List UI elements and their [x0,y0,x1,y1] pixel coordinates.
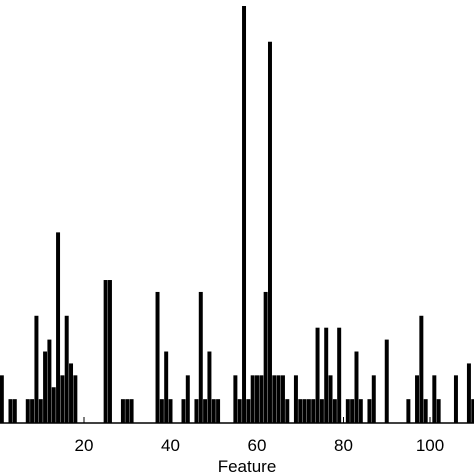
x-tick-label-60: 60 [248,436,267,455]
bar-feature-14 [56,232,61,423]
bar-feature-38 [159,399,164,423]
bar-feature-67 [285,399,290,423]
bar-feature-11 [43,351,48,423]
bar-feature-46 [194,399,199,423]
bar-feature-8 [30,399,35,423]
bar-feature-58 [246,399,251,423]
bar-feature-40 [168,399,173,423]
bar-feature-30 [125,399,130,423]
bar-feature-90 [384,339,389,423]
bar-feature-17 [69,363,74,423]
bar-feature-25 [103,280,108,423]
bar-feature-84 [358,399,363,423]
bar-feature-59 [250,375,255,423]
bar-feature-31 [129,399,134,423]
bar-feature-95 [406,399,411,423]
bar-feature-64 [272,375,277,423]
x-tick-label-40: 40 [161,436,180,455]
x-tick-label-20: 20 [75,436,94,455]
bar-feature-7 [25,399,30,423]
bar-feature-43 [181,399,186,423]
bar-feature-62 [263,291,268,423]
bar-feature-66 [280,375,285,423]
bar-feature-12 [47,339,52,423]
bar-feature-61 [259,375,264,423]
bar-feature-83 [354,351,359,423]
bars-group [0,6,474,424]
bar-feature-71 [302,399,307,423]
bar-feature-1 [0,375,4,423]
bar-feature-106 [453,375,458,423]
bar-feature-76 [324,327,329,423]
bar-feature-102 [436,399,441,423]
bar-feature-87 [371,375,376,423]
bar-feature-110 [471,399,474,423]
bar-feature-73 [311,399,316,423]
bar-feature-9 [34,315,39,423]
bar-feature-29 [120,399,125,423]
bar-feature-75 [319,399,324,423]
x-ticks-group: 20 40 60 80 100 [75,417,444,455]
bar-feature-69 [293,375,298,423]
bar-feature-65 [276,375,281,423]
bar-feature-4 [12,399,17,423]
bar-feature-48 [203,399,208,423]
bar-feature-79 [337,327,342,423]
bar-feature-97 [415,375,420,423]
bar-feature-26 [107,280,112,423]
bar-feature-81 [345,399,350,423]
bar-feature-13 [51,387,56,423]
bar-feature-18 [73,375,78,423]
bar-feature-101 [432,375,437,423]
bar-feature-15 [60,375,65,423]
bar-feature-16 [64,315,69,423]
bar-feature-47 [198,291,203,423]
bar-feature-63 [267,41,272,424]
x-tick-label-80: 80 [334,436,353,455]
bar-feature-57 [242,6,247,423]
bar-feature-56 [237,399,242,423]
bar-feature-74 [315,327,320,423]
bar-feature-82 [350,399,355,423]
bar-feature-39 [164,351,169,423]
bar-feature-60 [255,375,259,423]
x-axis-label: Feature [218,457,277,474]
x-tick-label-100: 100 [416,436,444,455]
bar-feature-3 [8,399,13,423]
bar-feature-77 [328,375,333,423]
bar-feature-109 [466,363,471,423]
bar-feature-55 [233,375,238,423]
bar-feature-50 [211,399,216,423]
bar-feature-10 [38,399,43,423]
bar-feature-72 [306,399,311,423]
bar-feature-44 [185,375,190,423]
bar-feature-98 [419,315,424,423]
bar-feature-78 [332,399,337,423]
bar-feature-51 [216,399,221,423]
bar-feature-49 [207,351,212,423]
bar-feature-99 [423,399,428,423]
bar-feature-86 [367,399,372,423]
bar-feature-37 [155,291,160,423]
bar-feature-70 [298,399,303,423]
